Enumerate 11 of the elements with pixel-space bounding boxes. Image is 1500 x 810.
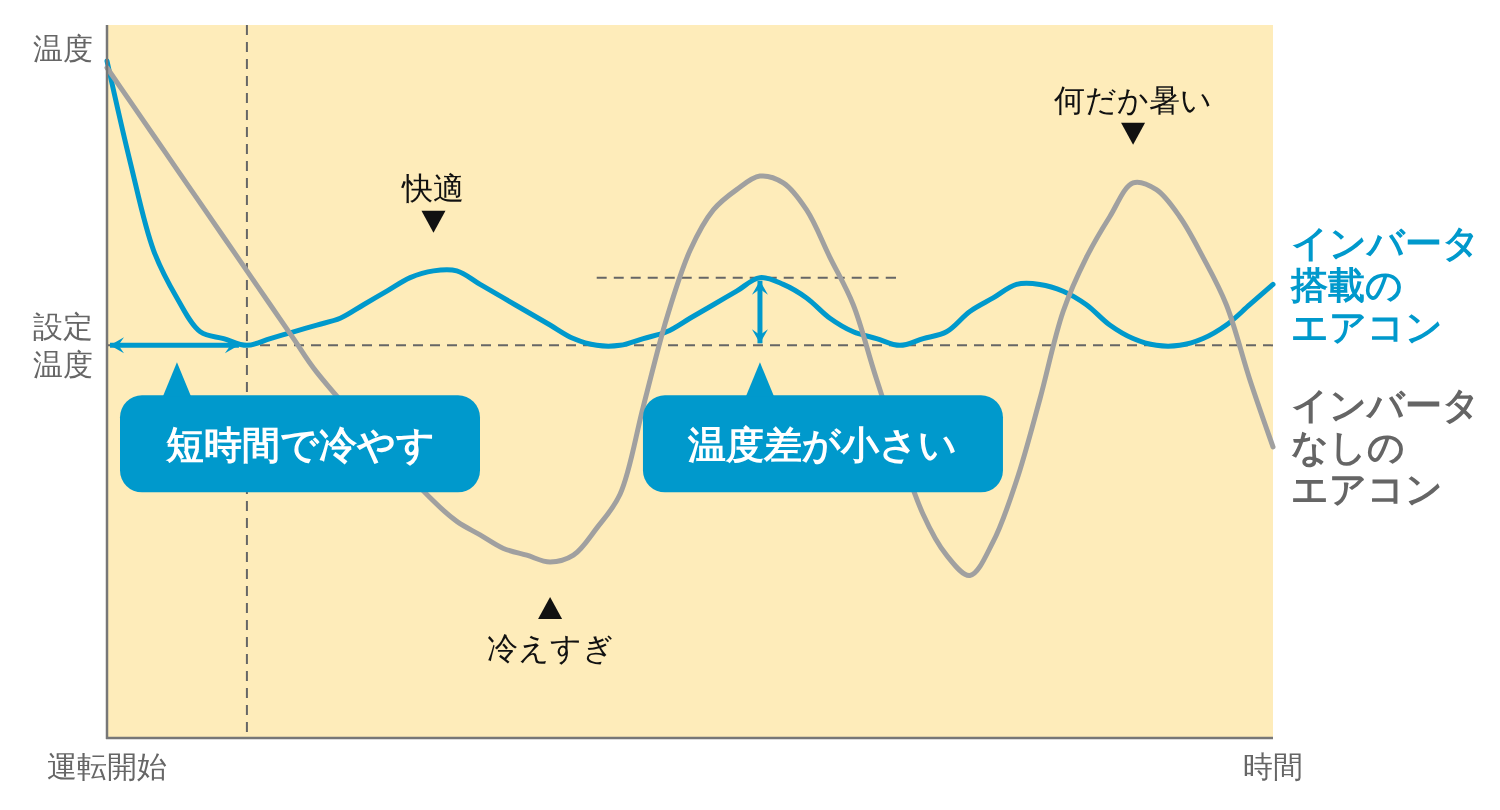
annotation: 冷えすぎ — [486, 629, 614, 666]
annotation: 何だか暑い — [1054, 81, 1213, 118]
series-label: インバータなしのエアコン — [1291, 384, 1480, 512]
x-tick-label: 運転開始 — [47, 749, 167, 784]
annotation: 快適 — [401, 169, 465, 206]
ref-line-label: 設定温度 — [33, 309, 93, 383]
annotation: 温度差が小さい — [687, 422, 958, 467]
x-tick-label: 時間 — [1243, 749, 1303, 784]
y-axis-title: 温度 — [33, 31, 93, 66]
annotation: 短時間で冷やす — [164, 422, 435, 467]
series-label: インバータ搭載のエアコン — [1290, 221, 1480, 349]
